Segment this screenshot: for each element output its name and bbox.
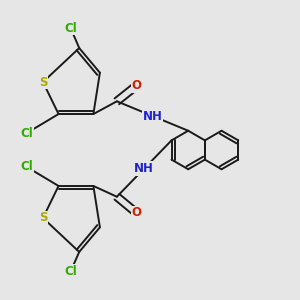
Text: NH: NH	[134, 162, 154, 175]
Text: NH: NH	[142, 110, 163, 122]
Text: S: S	[39, 212, 47, 224]
Text: O: O	[131, 79, 141, 92]
Text: O: O	[131, 206, 141, 219]
Text: Cl: Cl	[64, 265, 77, 278]
Text: Cl: Cl	[20, 160, 33, 173]
Text: S: S	[39, 76, 47, 88]
Text: Cl: Cl	[20, 127, 33, 140]
Text: Cl: Cl	[64, 22, 77, 35]
